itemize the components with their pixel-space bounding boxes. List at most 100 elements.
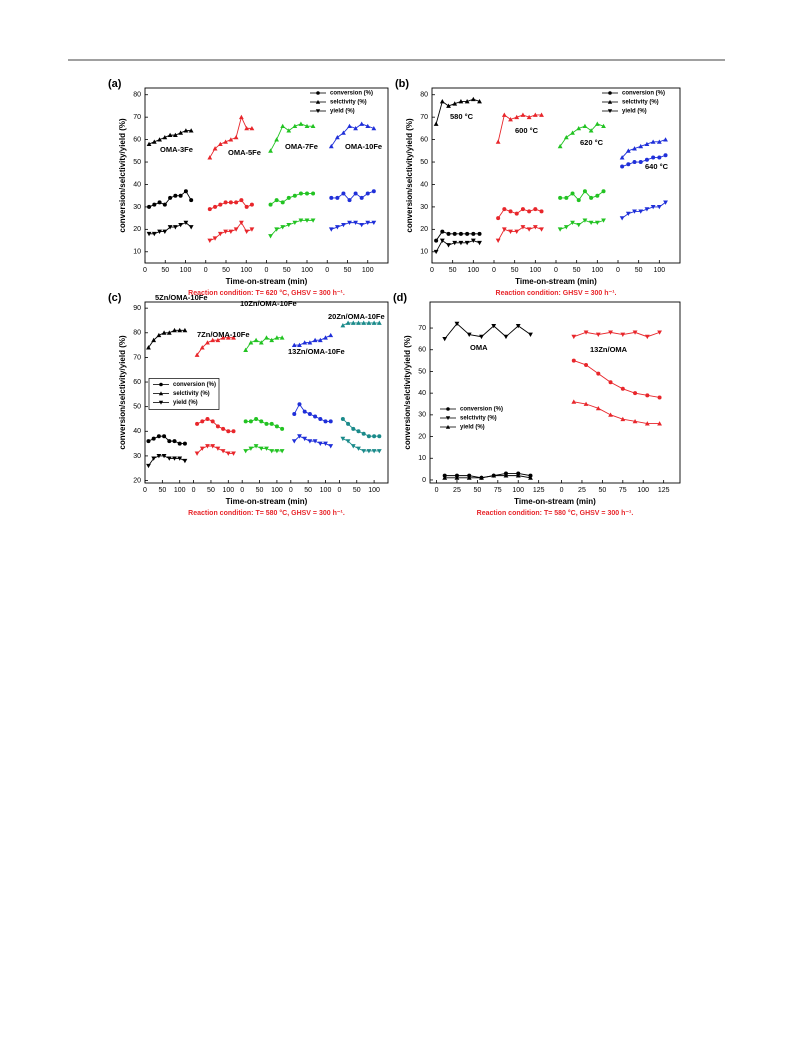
segment-label: OMA-5Fe xyxy=(228,148,261,157)
data-point xyxy=(162,229,168,234)
segment-label: 640 °C xyxy=(645,162,669,171)
data-point xyxy=(558,195,563,200)
data-point xyxy=(582,218,588,223)
y-tick-label: 60 xyxy=(418,347,426,354)
data-point xyxy=(502,207,507,212)
data-point xyxy=(147,204,152,209)
legend-marker xyxy=(159,382,163,387)
legend-marker xyxy=(445,416,451,421)
data-point xyxy=(557,143,563,149)
data-point xyxy=(356,320,361,325)
data-point xyxy=(638,160,643,165)
x-tick-label: 0 xyxy=(560,487,564,494)
caption: Reaction condition: GHSV = 300 h⁻¹. xyxy=(496,290,617,297)
data-point xyxy=(564,195,569,200)
data-point xyxy=(199,345,205,350)
y-tick-label: 40 xyxy=(418,390,426,397)
data-point xyxy=(520,207,525,212)
x-tick-label: 100 xyxy=(591,267,603,274)
data-point xyxy=(274,335,280,340)
plot-frame xyxy=(144,301,389,484)
data-point xyxy=(563,134,569,140)
data-point xyxy=(279,449,285,454)
data-point xyxy=(620,386,625,391)
x-tick-label: 75 xyxy=(619,487,627,494)
data-point xyxy=(151,337,157,343)
data-point xyxy=(571,399,577,404)
data-point xyxy=(477,231,482,236)
data-point xyxy=(310,123,316,129)
data-point xyxy=(223,200,228,205)
data-point xyxy=(215,446,221,451)
data-point xyxy=(311,191,316,196)
x-tick-label: 0 xyxy=(240,487,244,494)
data-point xyxy=(157,200,162,205)
data-point xyxy=(527,209,532,214)
data-point xyxy=(644,157,649,162)
data-point xyxy=(200,419,205,424)
data-point xyxy=(595,193,600,198)
data-point xyxy=(595,332,601,337)
data-point xyxy=(231,335,236,340)
data-point xyxy=(323,441,328,446)
data-point xyxy=(205,416,210,421)
data-point xyxy=(182,327,188,333)
data-point xyxy=(286,128,292,133)
data-point xyxy=(514,114,520,120)
data-point xyxy=(146,463,151,469)
data-point xyxy=(371,189,376,194)
data-point xyxy=(243,347,249,352)
data-point xyxy=(446,103,451,108)
x-tick-label: 0 xyxy=(192,487,196,494)
x-tick-label: 0 xyxy=(430,267,434,274)
data-point xyxy=(608,330,613,335)
data-point xyxy=(161,330,167,335)
data-point xyxy=(259,419,264,424)
data-point xyxy=(274,137,280,142)
data-point xyxy=(582,123,588,129)
data-point xyxy=(264,446,269,451)
data-point xyxy=(663,153,668,158)
data-point xyxy=(458,231,463,236)
data-point xyxy=(341,222,346,228)
data-point xyxy=(298,191,303,196)
data-point xyxy=(576,222,582,228)
x-tick-label: 100 xyxy=(222,487,234,494)
data-point xyxy=(268,234,273,239)
y-tick-label: 20 xyxy=(418,433,426,440)
data-point xyxy=(376,320,382,325)
data-point xyxy=(302,436,308,442)
x-tick-label: 50 xyxy=(283,267,291,274)
data-point xyxy=(244,204,249,209)
data-point xyxy=(620,416,626,422)
data-point xyxy=(178,130,184,135)
data-point xyxy=(496,216,501,221)
data-point xyxy=(167,439,172,444)
data-point xyxy=(291,439,297,444)
data-point xyxy=(340,416,345,421)
data-point xyxy=(168,195,173,200)
data-point xyxy=(307,439,313,444)
data-point xyxy=(644,207,650,212)
data-point xyxy=(274,198,279,203)
data-point xyxy=(258,446,264,451)
data-point xyxy=(632,418,638,424)
data-point xyxy=(292,123,298,129)
data-point xyxy=(515,473,521,478)
data-point xyxy=(458,99,464,104)
data-point xyxy=(304,218,310,223)
series-line xyxy=(621,202,666,219)
legend-label: conversion (%) xyxy=(173,382,216,388)
data-point xyxy=(268,202,273,207)
data-point xyxy=(571,358,576,363)
data-point xyxy=(657,421,662,426)
caption: Reaction condition: T= 580 °C, GHSV = 30… xyxy=(477,509,634,517)
data-point xyxy=(280,225,286,230)
series-line xyxy=(573,401,660,424)
data-point xyxy=(570,220,575,226)
data-point xyxy=(528,475,533,480)
x-tick-label: 100 xyxy=(362,267,374,274)
x-tick-label: 100 xyxy=(180,267,192,274)
data-point xyxy=(286,195,291,200)
x-tick-label: 50 xyxy=(256,487,264,494)
